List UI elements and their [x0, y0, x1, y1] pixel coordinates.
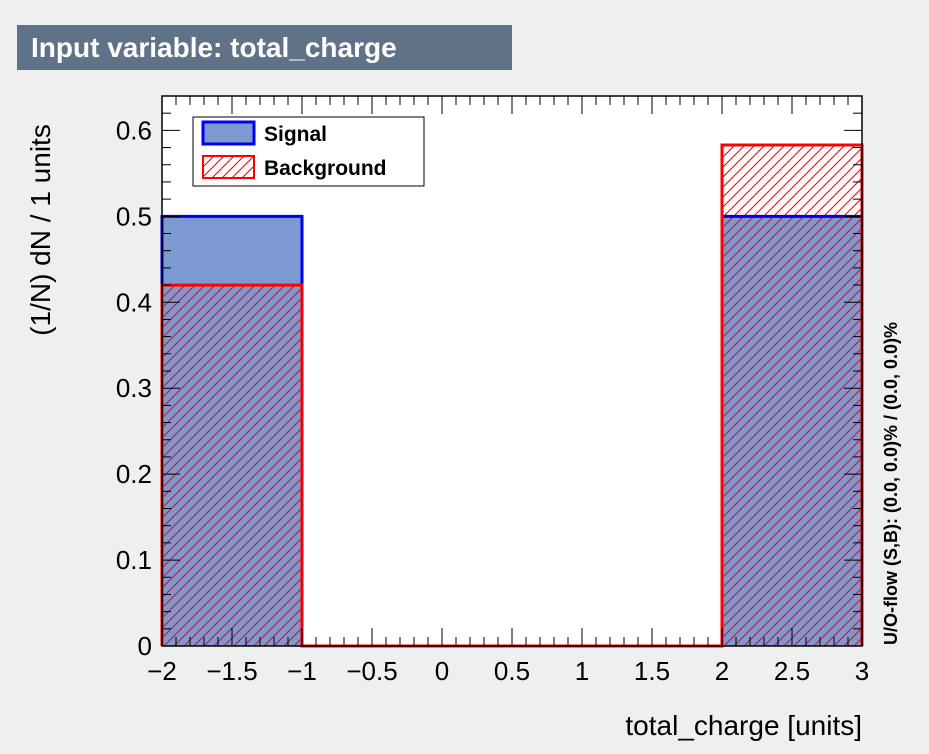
y-tick-label: 0.4	[116, 287, 152, 317]
x-tick-label: 3	[855, 656, 869, 686]
y-axis-label: (1/N) dN / 1 units	[25, 124, 56, 336]
legend-signal-swatch	[201, 120, 256, 146]
x-tick-label: 0	[435, 656, 449, 686]
x-tick-label: −2	[147, 656, 177, 686]
x-tick-label: 2.5	[774, 656, 810, 686]
y-tick-label: 0.2	[116, 459, 152, 489]
legend-signal-label: Signal	[264, 123, 327, 146]
x-tick-label: −1.5	[206, 656, 257, 686]
legend-background-swatch	[202, 155, 255, 179]
y-tick-label: 0.1	[116, 545, 152, 575]
x-tick-label: 2	[715, 656, 729, 686]
overflow-label: U/O-flow (S,B): (0.0, 0.0)% / (0.0, 0.0)…	[881, 322, 901, 645]
y-tick-label: 0.3	[116, 373, 152, 403]
y-tick-label: 0	[138, 631, 152, 661]
x-axis-label: total_charge [units]	[625, 710, 862, 741]
x-tick-label: 1	[575, 656, 589, 686]
x-tick-label: −0.5	[346, 656, 397, 686]
x-tick-label: −1	[287, 656, 317, 686]
background-bar	[162, 285, 302, 646]
chart-title: Input variable: total_charge	[17, 25, 512, 70]
x-tick-label: 0.5	[494, 656, 530, 686]
y-tick-label: 0.6	[116, 115, 152, 145]
y-tick-label: 0.5	[116, 201, 152, 231]
background-bar	[722, 144, 862, 646]
x-tick-label: 1.5	[634, 656, 670, 686]
legend-background-label: Background	[264, 157, 387, 180]
